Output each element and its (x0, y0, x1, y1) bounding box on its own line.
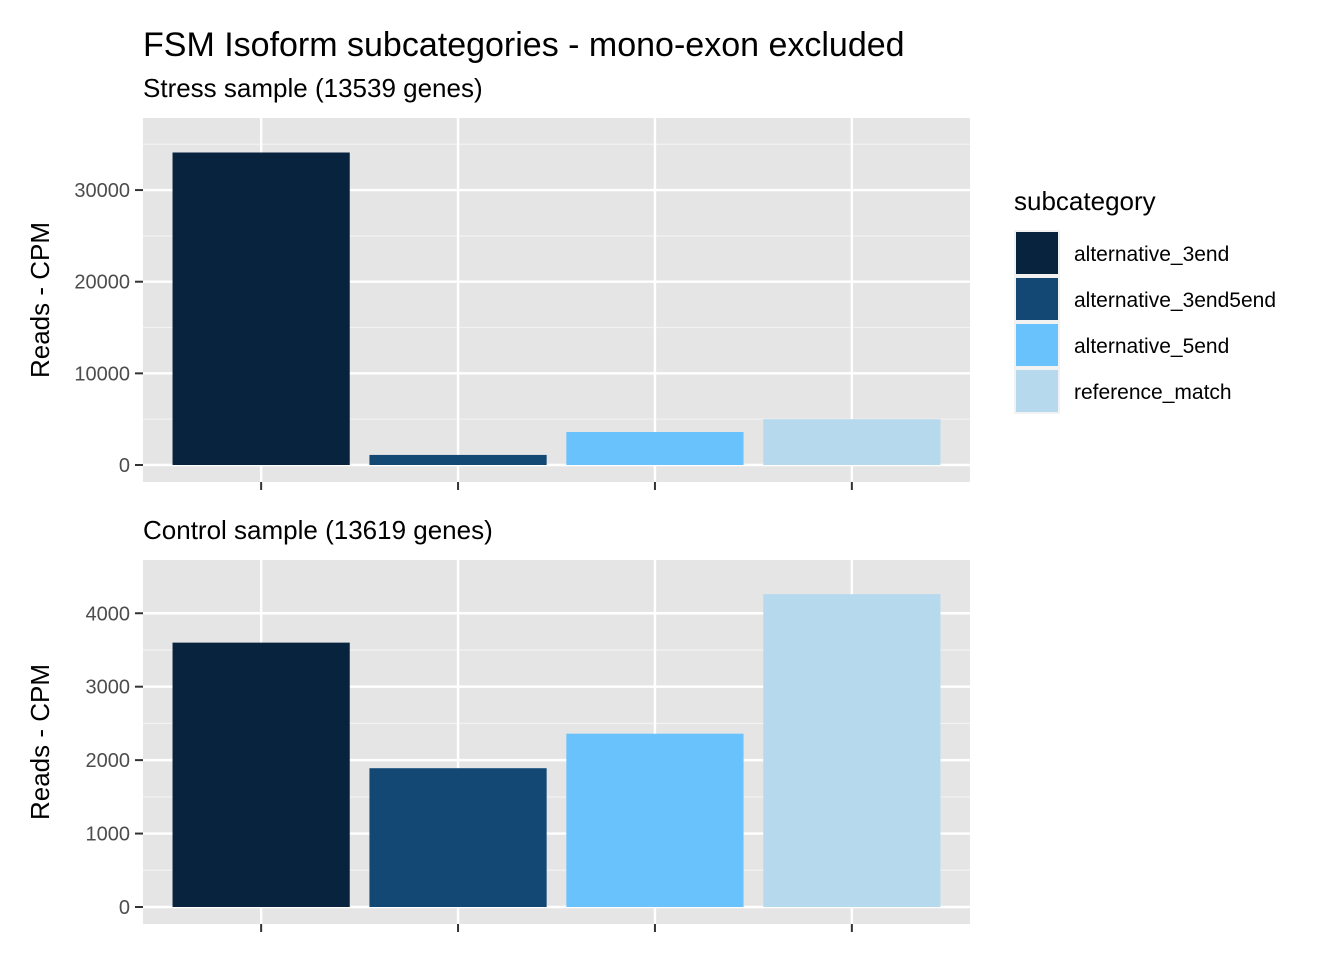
y-tick-label: 0 (119, 897, 130, 919)
y-tick-label: 3000 (86, 677, 131, 699)
y-axis-label-stress: Reads - CPM (25, 222, 55, 378)
bar-alternative_5end (566, 733, 744, 907)
legend-title: subcategory (1014, 186, 1156, 216)
panel-title-control: Control sample (13619 genes) (143, 515, 493, 545)
legend: subcategory alternative_3endalternative_… (1014, 186, 1276, 414)
panel-title-stress: Stress sample (13539 genes) (143, 73, 483, 103)
plot-area-stress: 0 10000 20000 30000 (74, 118, 970, 490)
legend-label: alternative_3end5end (1074, 289, 1276, 312)
y-tick-label: 10000 (74, 363, 130, 385)
bar-reference_match (763, 419, 941, 465)
legend-swatch-reference_match (1016, 370, 1058, 412)
bar-alternative_3end5end (369, 768, 547, 907)
y-tick-label: 2000 (86, 750, 131, 772)
legend-swatch-alternative_3end (1016, 232, 1058, 274)
y-tick-label: 0 (119, 455, 130, 477)
y-tick-label: 20000 (74, 272, 130, 294)
chart-title: FSM Isoform subcategories - mono-exon ex… (143, 26, 905, 64)
bar-alternative_3end5end (369, 454, 547, 465)
panel-stress: Stress sample (13539 genes) Reads - CPM … (25, 73, 970, 490)
y-tick-label: 30000 (74, 180, 130, 202)
legend-swatch-alternative_5end (1016, 324, 1058, 366)
legend-label: alternative_5end (1074, 335, 1229, 358)
bar-reference_match (763, 594, 941, 907)
bar-alternative_3end (172, 642, 350, 907)
plot-area-control: 0 1000 2000 3000 4000 (86, 560, 970, 932)
legend-items: alternative_3end alternative_3end5endalte… (1014, 230, 1276, 414)
y-tick-label: 1000 (86, 824, 131, 846)
bar-alternative_3end (172, 152, 350, 465)
legend-swatch-alternative_3end5end (1016, 278, 1058, 320)
bar-alternative_5end (566, 432, 744, 465)
legend-label: alternative_3end (1074, 243, 1229, 266)
panel-control: Control sample (13619 genes) Reads - CPM… (25, 515, 970, 932)
y-tick-label: 4000 (86, 603, 131, 625)
y-axis-label-control: Reads - CPM (25, 664, 55, 820)
legend-label: reference_match (1074, 381, 1232, 404)
